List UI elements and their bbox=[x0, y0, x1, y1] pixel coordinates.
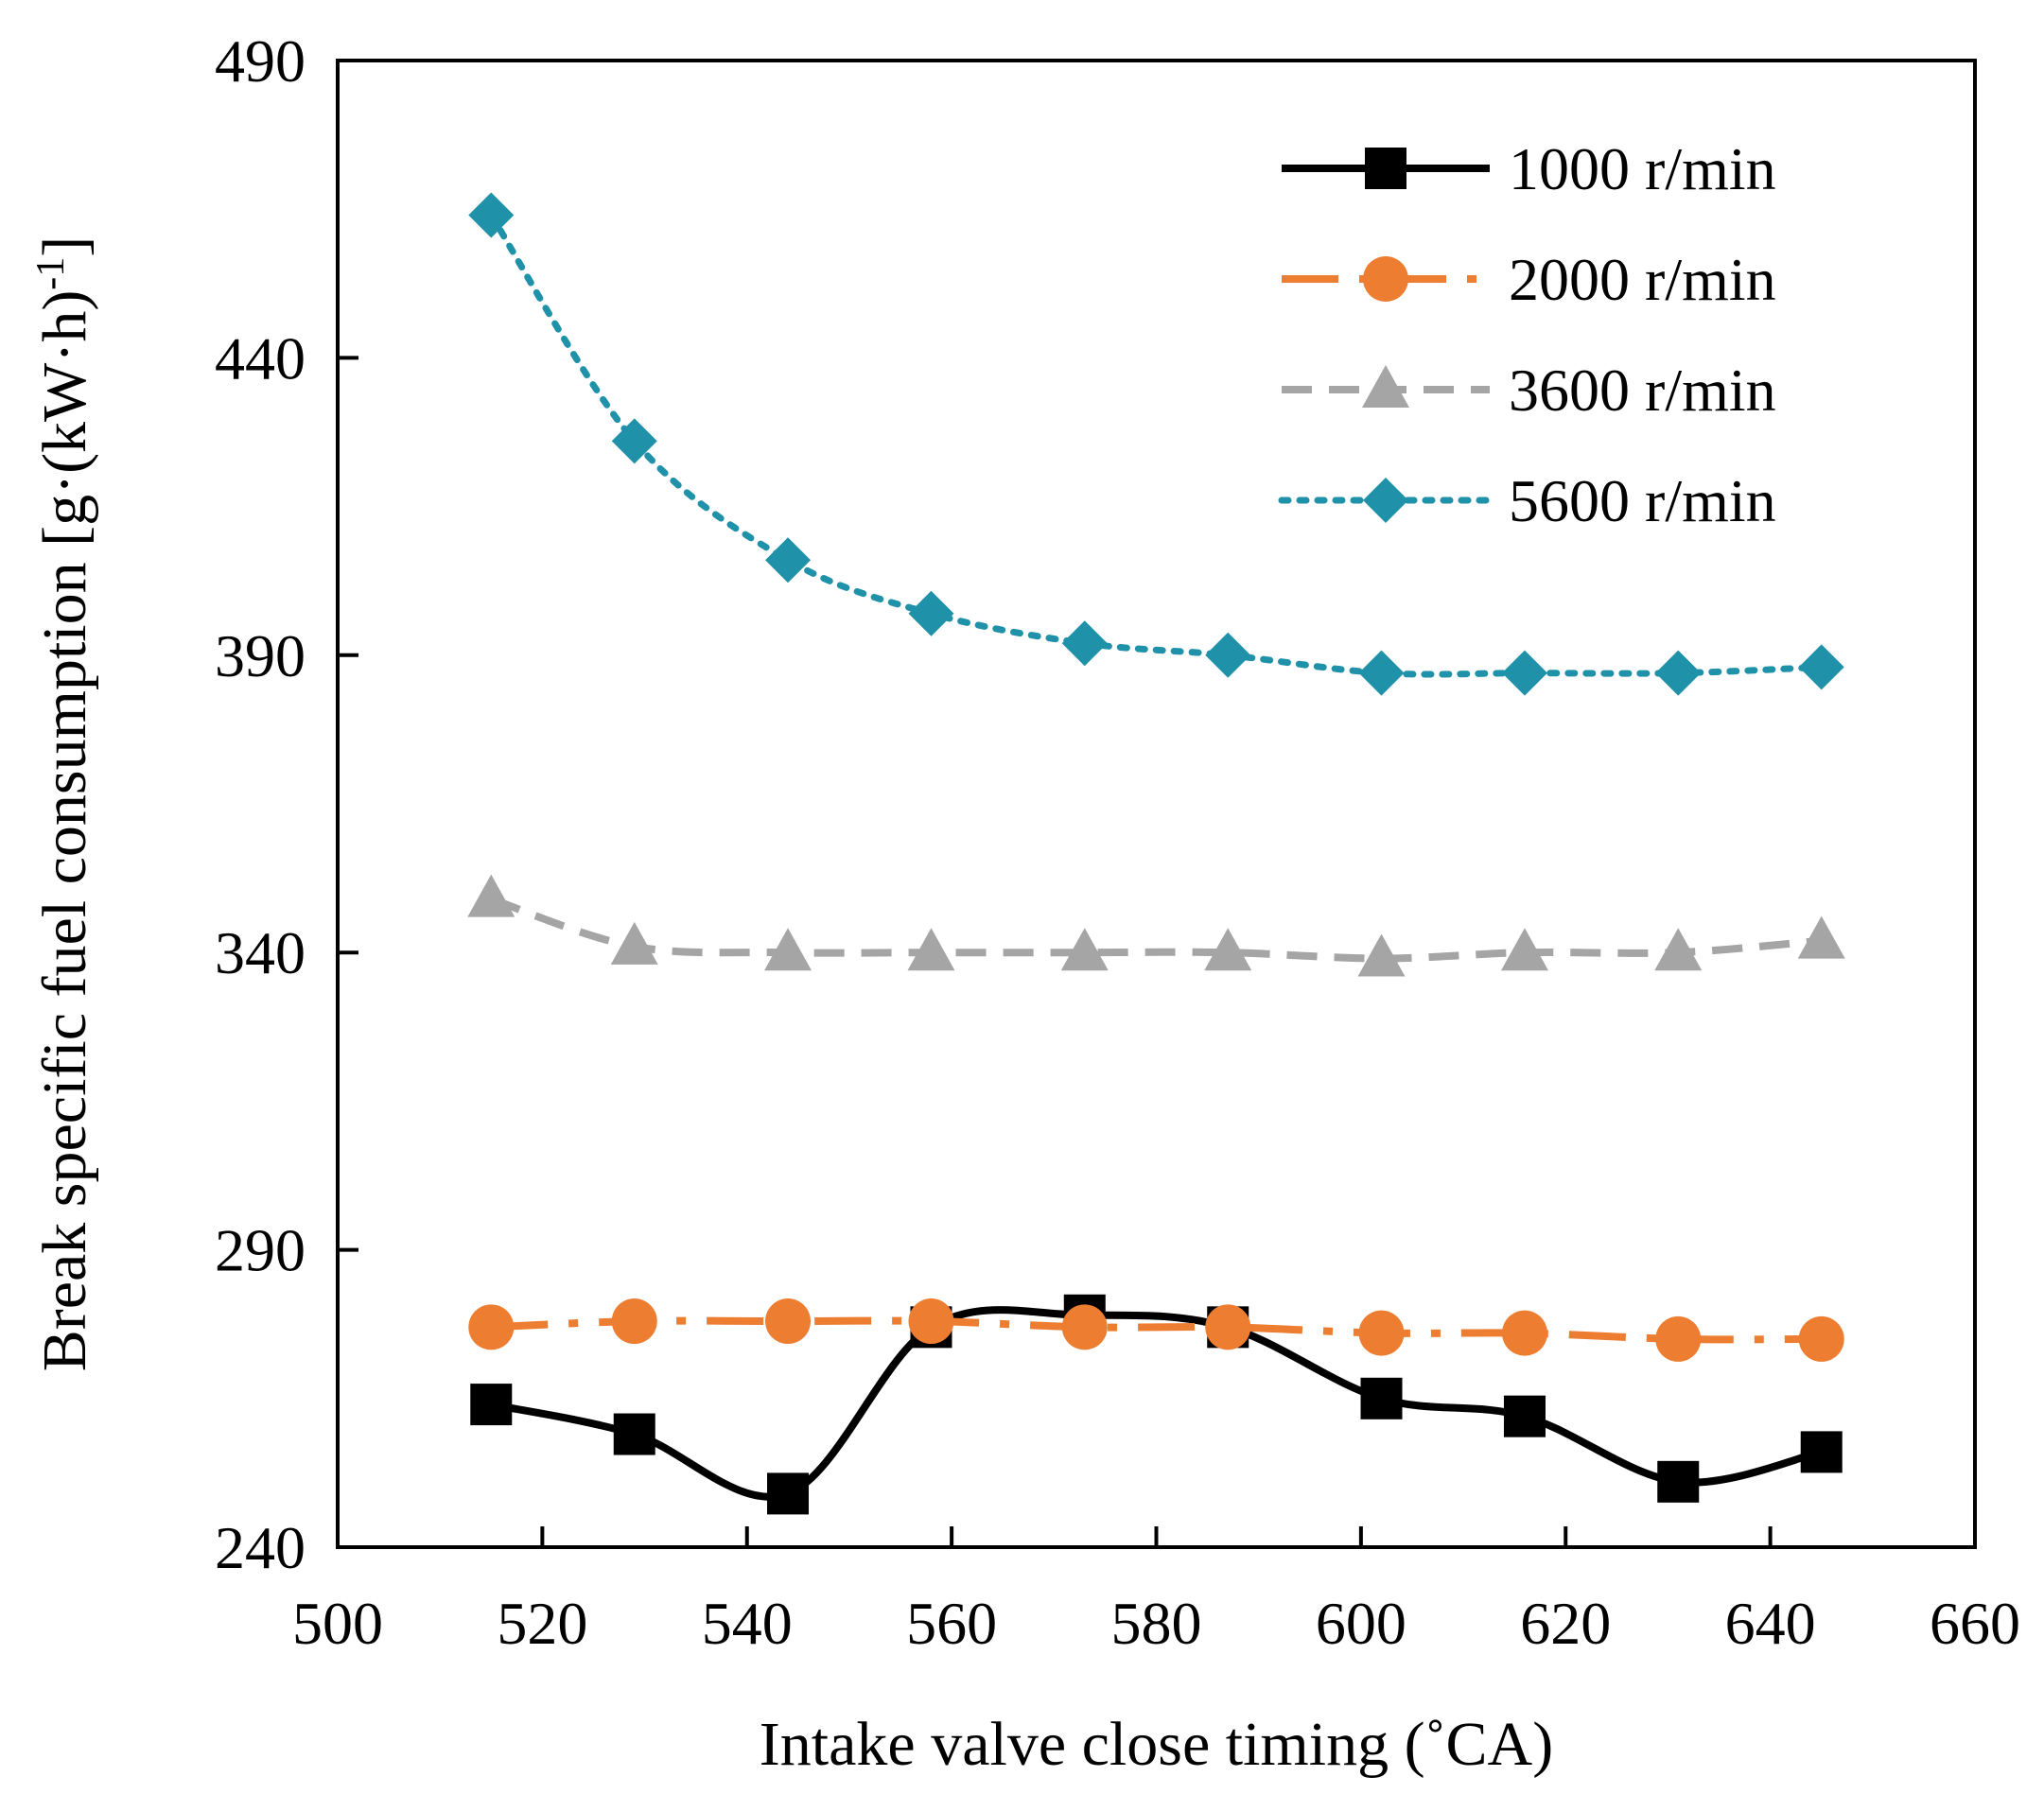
data-point bbox=[468, 192, 515, 238]
data-point bbox=[1358, 650, 1405, 696]
data-point bbox=[1654, 928, 1703, 971]
data-point bbox=[1501, 1310, 1547, 1356]
y-axis-title: Break specific fuel consumption [g·(kW·h… bbox=[29, 236, 99, 1372]
data-point bbox=[1357, 933, 1406, 977]
y-tick-label: 390 bbox=[215, 622, 306, 689]
x-tick-label: 500 bbox=[292, 1590, 383, 1657]
data-point bbox=[1797, 915, 1845, 959]
data-point bbox=[765, 1298, 812, 1345]
data-point bbox=[1360, 1377, 1403, 1420]
data-point bbox=[468, 1304, 515, 1350]
series-line bbox=[491, 1316, 1822, 1344]
legend-item: 5600 r/min bbox=[1278, 467, 1776, 534]
x-tick-label: 620 bbox=[1520, 1590, 1611, 1657]
y-tick-label: 490 bbox=[215, 27, 306, 95]
legend: 1000 r/min 2000 r/min 3600 r/min 5600 r/min bbox=[1278, 135, 1776, 534]
data-point bbox=[1204, 928, 1252, 971]
series-line bbox=[490, 895, 1823, 963]
x-tick-label: 660 bbox=[1930, 1590, 2020, 1657]
x-tick-label: 540 bbox=[702, 1590, 793, 1657]
data-point bbox=[1061, 1304, 1108, 1350]
data-point bbox=[765, 537, 812, 583]
data-point bbox=[1798, 1315, 1844, 1362]
data-point bbox=[1501, 650, 1547, 696]
x-tick-label: 520 bbox=[497, 1590, 587, 1657]
data-point bbox=[1060, 928, 1109, 971]
legend-item: 1000 r/min bbox=[1282, 135, 1776, 202]
data-point bbox=[1205, 632, 1251, 678]
legend-label: 2000 r/min bbox=[1509, 246, 1776, 313]
series-line bbox=[487, 211, 1826, 678]
data-point bbox=[467, 874, 515, 917]
data-point bbox=[611, 418, 657, 464]
y-axis-title-close: ] bbox=[30, 236, 99, 257]
data-point bbox=[1655, 1315, 1702, 1362]
data-point bbox=[470, 1384, 513, 1426]
axis-ticks: 500 520 540 560 580 600 620 640 660 240 290 340 390 4… bbox=[215, 27, 2020, 1657]
data-point bbox=[1657, 1460, 1700, 1503]
y-tick-label: 340 bbox=[215, 919, 306, 986]
data-point bbox=[613, 1413, 655, 1455]
y-tick-label: 240 bbox=[215, 1514, 306, 1581]
legend-marker bbox=[1365, 148, 1406, 189]
data-point bbox=[1798, 644, 1844, 690]
legend-marker bbox=[1363, 478, 1408, 523]
y-tick-label: 440 bbox=[215, 324, 306, 392]
series-line bbox=[490, 1306, 1823, 1501]
legend-label: 1000 r/min bbox=[1509, 135, 1776, 202]
series-4 bbox=[468, 192, 1844, 696]
data-point bbox=[908, 1298, 954, 1345]
x-tick-label: 640 bbox=[1725, 1590, 1816, 1657]
data-point bbox=[764, 928, 812, 971]
data-point bbox=[1503, 1395, 1546, 1437]
series-layer bbox=[467, 192, 1845, 1515]
y-axis-title-main: Break specific fuel consumption [g·(kW·h… bbox=[30, 290, 99, 1372]
legend-marker bbox=[1362, 365, 1409, 408]
data-point bbox=[1655, 650, 1702, 696]
y-tick-label: 290 bbox=[215, 1217, 306, 1284]
data-point bbox=[907, 928, 955, 971]
x-axis-title: Intake valve close timing (˚CA) bbox=[760, 1710, 1553, 1779]
x-tick-label: 600 bbox=[1316, 1590, 1406, 1657]
legend-item: 3600 r/min bbox=[1282, 357, 1776, 424]
legend-marker bbox=[1363, 256, 1408, 302]
legend-label: 3600 r/min bbox=[1509, 357, 1776, 424]
x-tick-label: 580 bbox=[1111, 1590, 1202, 1657]
data-point bbox=[610, 921, 658, 965]
data-point bbox=[1061, 620, 1108, 667]
legend-label: 5600 r/min bbox=[1509, 467, 1776, 534]
legend-item: 2000 r/min bbox=[1282, 246, 1776, 313]
data-point bbox=[1500, 928, 1548, 971]
data-point bbox=[1800, 1431, 1843, 1473]
series-2 bbox=[468, 1298, 1844, 1362]
data-point bbox=[1358, 1310, 1405, 1356]
data-point bbox=[611, 1298, 657, 1345]
x-tick-label: 560 bbox=[906, 1590, 997, 1657]
data-point bbox=[767, 1472, 810, 1515]
series-3 bbox=[467, 874, 1845, 977]
y-axis-title-superscript: -1 bbox=[29, 257, 73, 290]
data-point bbox=[908, 590, 954, 636]
data-point bbox=[1205, 1304, 1251, 1350]
